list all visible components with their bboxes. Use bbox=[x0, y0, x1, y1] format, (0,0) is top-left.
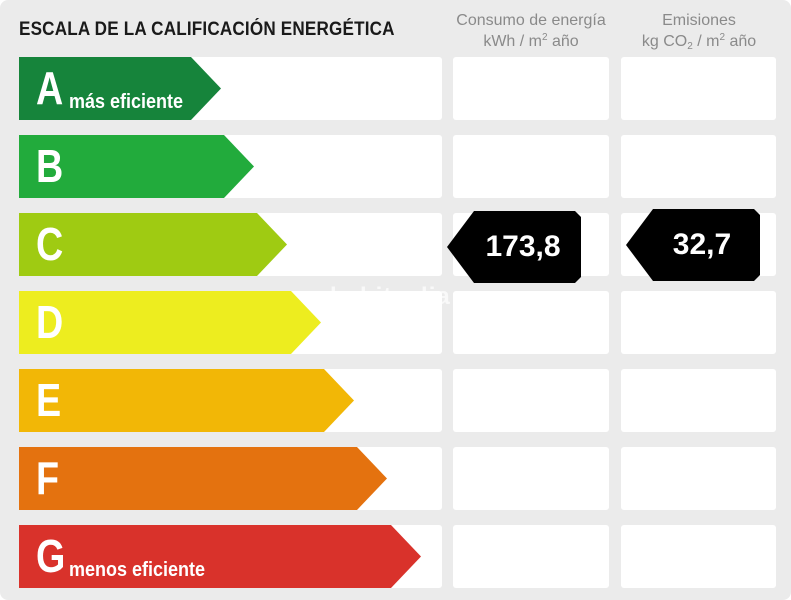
band-g-arrow-shape bbox=[19, 525, 421, 588]
emissions-cell-a bbox=[621, 57, 776, 120]
emissions-cell-f bbox=[621, 447, 776, 510]
emissions-indicator-shape bbox=[626, 209, 760, 281]
band-c: C bbox=[19, 213, 287, 276]
band-b-letter: B bbox=[36, 140, 64, 192]
emissions-cell-e bbox=[621, 369, 776, 432]
watermark-logo: habitaclia bbox=[330, 283, 451, 310]
band-e-fill bbox=[19, 369, 354, 432]
energy-header-line1: Consumo de energía bbox=[456, 12, 606, 29]
emissions-column-header: Emisiones kg CO2 / m2 año bbox=[620, 10, 778, 52]
emissions-cell-g bbox=[621, 525, 776, 588]
emissions-cell-b bbox=[621, 135, 776, 198]
band-e: E bbox=[19, 369, 354, 432]
band-a-label: más eficiente bbox=[69, 91, 184, 113]
band-g-fill bbox=[19, 525, 421, 588]
band-d-fill bbox=[19, 291, 321, 354]
energy-column-header: Consumo de energía kWh / m2 año bbox=[452, 10, 610, 52]
energy-cell-e bbox=[453, 369, 609, 432]
band-f-letter: F bbox=[36, 452, 60, 504]
energy-indicator-fill bbox=[447, 211, 581, 283]
band-f: F bbox=[19, 447, 387, 510]
energy-cell-a bbox=[453, 57, 609, 120]
energy-rating-indicator: 173,8 bbox=[447, 211, 581, 283]
energy-cell-g bbox=[453, 525, 609, 588]
energy-header-unit: kWh / m2 año bbox=[483, 32, 579, 51]
scale-title: ESCALA DE LA CALIFICACIÓN ENERGÉTICA bbox=[19, 19, 395, 40]
band-b-fill bbox=[19, 135, 254, 198]
band-c-fill bbox=[19, 213, 287, 276]
band-e-letter: E bbox=[36, 374, 62, 426]
band-a-arrow-shape bbox=[19, 57, 221, 120]
band-c-arrow-shape bbox=[19, 213, 287, 276]
emissions-rating-indicator: 32,7 bbox=[626, 209, 760, 281]
energy-cell-f bbox=[453, 447, 609, 510]
band-b: B bbox=[19, 135, 254, 198]
band-e-arrow-shape bbox=[19, 369, 354, 432]
band-d-arrow-shape bbox=[19, 291, 321, 354]
band-b-arrow-shape bbox=[19, 135, 254, 198]
band-d: D bbox=[19, 291, 321, 354]
energy-indicator-shape bbox=[447, 211, 581, 283]
energy-rating-value: 173,8 bbox=[485, 230, 561, 263]
band-f-fill bbox=[19, 447, 387, 510]
emissions-indicator-fill bbox=[626, 209, 760, 281]
band-c-letter: C bbox=[36, 218, 64, 270]
band-a: A más eficiente bbox=[19, 57, 221, 120]
emissions-header-line1: Emisiones bbox=[662, 12, 736, 29]
band-g: G menos eficiente bbox=[19, 525, 421, 588]
band-a-letter: A bbox=[36, 62, 64, 114]
band-d-letter: D bbox=[36, 296, 64, 348]
band-f-arrow-shape bbox=[19, 447, 387, 510]
emissions-cell-d bbox=[621, 291, 776, 354]
band-a-fill bbox=[19, 57, 221, 120]
energy-cell-b bbox=[453, 135, 609, 198]
emissions-rating-value: 32,7 bbox=[672, 228, 732, 261]
energy-cell-d bbox=[453, 291, 609, 354]
band-g-letter: G bbox=[36, 530, 66, 582]
band-g-label: menos eficiente bbox=[69, 559, 206, 581]
emissions-header-unit: kg CO2 / m2 año bbox=[641, 32, 757, 52]
